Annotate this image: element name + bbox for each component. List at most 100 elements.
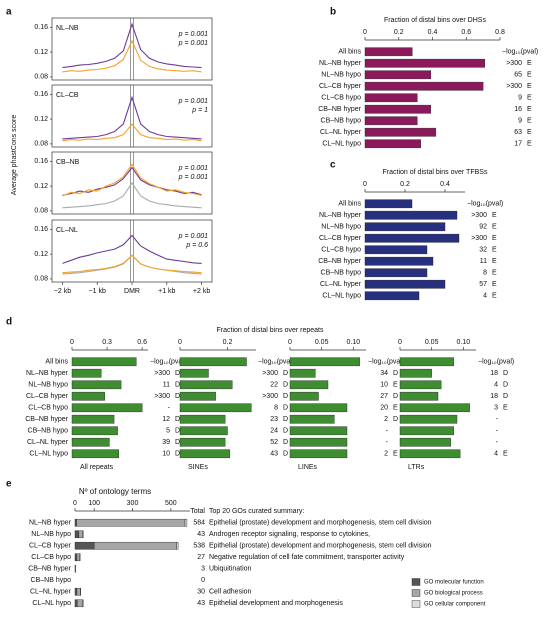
bar — [179, 403, 252, 413]
pval-header: −log₁₀(pval) — [502, 49, 538, 56]
line-series — [62, 123, 202, 142]
subplot-label: LTRs — [408, 464, 425, 471]
bar — [364, 291, 420, 301]
pval-label: >300 — [506, 83, 522, 90]
total-label: 584 — [193, 520, 205, 527]
plot-frame — [51, 84, 213, 148]
total-label: 27 — [197, 554, 205, 561]
bar-segment — [93, 541, 177, 550]
pval-label: 9 — [518, 118, 522, 125]
x-tick-label: 0 — [363, 29, 367, 36]
pval-letter: E — [527, 72, 532, 79]
summary-header: Top 20 GOs curated summary: — [209, 508, 304, 515]
summary-label: Epithelial development and morphogenesis — [209, 600, 343, 607]
pval-letter: D — [175, 428, 180, 435]
annotation: p = 1 — [191, 107, 208, 114]
bar — [399, 426, 455, 436]
total-label: 0 — [201, 577, 205, 584]
annotation: p = 0.001 — [178, 98, 208, 105]
bar — [179, 449, 231, 459]
panel-letter: e — [6, 479, 12, 490]
bar — [364, 139, 421, 149]
x-tick-label: 0 — [398, 339, 402, 346]
summary-label: Epithelial (prostate) development and mo… — [209, 543, 432, 550]
x-tick-label: 0.6 — [137, 339, 147, 346]
pval-label: 18 — [490, 393, 498, 400]
x-tick-label: 0.05 — [315, 339, 329, 346]
x-tick-label: −2 kb — [54, 288, 71, 295]
pval-letter: E — [527, 118, 532, 125]
pval-letter: D — [503, 393, 508, 400]
bar — [399, 357, 455, 367]
bar — [289, 391, 319, 401]
bar — [364, 127, 437, 137]
pval-label: 32 — [479, 247, 487, 254]
bar — [364, 58, 486, 68]
line-series — [62, 39, 202, 73]
x-tick-label: 0.10 — [347, 339, 361, 346]
summary-label: Epithelial (prostate) development and mo… — [209, 520, 432, 527]
pval-label: 23 — [270, 416, 278, 423]
bar — [364, 210, 458, 220]
pval-label: - — [168, 405, 171, 412]
pval-label: 17 — [514, 141, 522, 148]
chart-title: Fraction of distal bins over repeats — [217, 327, 324, 334]
pval-label: >300 — [262, 393, 278, 400]
bar — [364, 233, 460, 243]
chart-title: Fraction of distal bins over TFBSs — [383, 169, 488, 176]
bar — [364, 199, 413, 209]
category-label: CL–NL hypo — [322, 141, 361, 148]
category-label: CL–CB hypo — [31, 554, 71, 561]
bar — [179, 380, 233, 390]
line-series — [62, 234, 202, 264]
bar — [364, 279, 446, 289]
category-label: All bins — [338, 49, 361, 56]
pval-label: 8 — [274, 405, 278, 412]
pval-label: - — [496, 439, 499, 446]
legend-swatch — [411, 589, 421, 597]
pval-label: 16 — [514, 106, 522, 113]
pval-letter: E — [393, 382, 398, 389]
pval-letter: D — [283, 416, 288, 423]
subplot-title: CL–NL — [56, 227, 78, 234]
bar — [179, 357, 247, 367]
y-tick-label: 0.16 — [34, 24, 48, 31]
pval-letter: E — [393, 405, 398, 412]
pval-letter: E — [492, 224, 497, 231]
pval-letter: E — [503, 451, 508, 458]
pval-label: 3 — [494, 405, 498, 412]
legend-label: GO cellular component — [424, 602, 486, 608]
pval-label: 2 — [384, 451, 388, 458]
annotation: p = 0.001 — [178, 233, 208, 240]
summary-label: Cell adhesion — [209, 589, 252, 596]
bar — [399, 437, 451, 447]
bar — [364, 47, 413, 57]
annotation: p = 0.001 — [178, 165, 208, 172]
category-label: CL–NL hyper — [320, 281, 362, 288]
legend-label: GO molecular function — [424, 580, 484, 586]
category-label: NL–NB hypo — [28, 382, 68, 389]
bar — [399, 391, 439, 401]
pval-letter: D — [283, 451, 288, 458]
summary-label: Androgen receptor signaling, response to… — [209, 531, 370, 538]
pval-label: 63 — [514, 129, 522, 136]
pval-letter: D — [175, 451, 180, 458]
chart-title: Nº of ontology terms — [79, 487, 151, 496]
pval-label: 11 — [163, 382, 170, 389]
category-label: NL–NB hypo — [321, 72, 361, 79]
bar-segment — [74, 541, 95, 550]
y-tick-label: 0.16 — [34, 158, 48, 165]
pval-letter: E — [492, 212, 497, 219]
x-tick-label: +1 kb — [158, 288, 175, 295]
category-label: NL–NB hyper — [319, 212, 362, 219]
bar — [364, 104, 432, 114]
bar — [289, 380, 329, 390]
pval-label: 57 — [479, 281, 487, 288]
pval-letter: D — [175, 416, 180, 423]
bar — [71, 368, 102, 378]
pval-letter: E — [527, 95, 532, 102]
pval-letter: E — [527, 83, 532, 90]
pval-letter: D — [393, 393, 398, 400]
annotation: p = 0.001 — [178, 174, 208, 181]
